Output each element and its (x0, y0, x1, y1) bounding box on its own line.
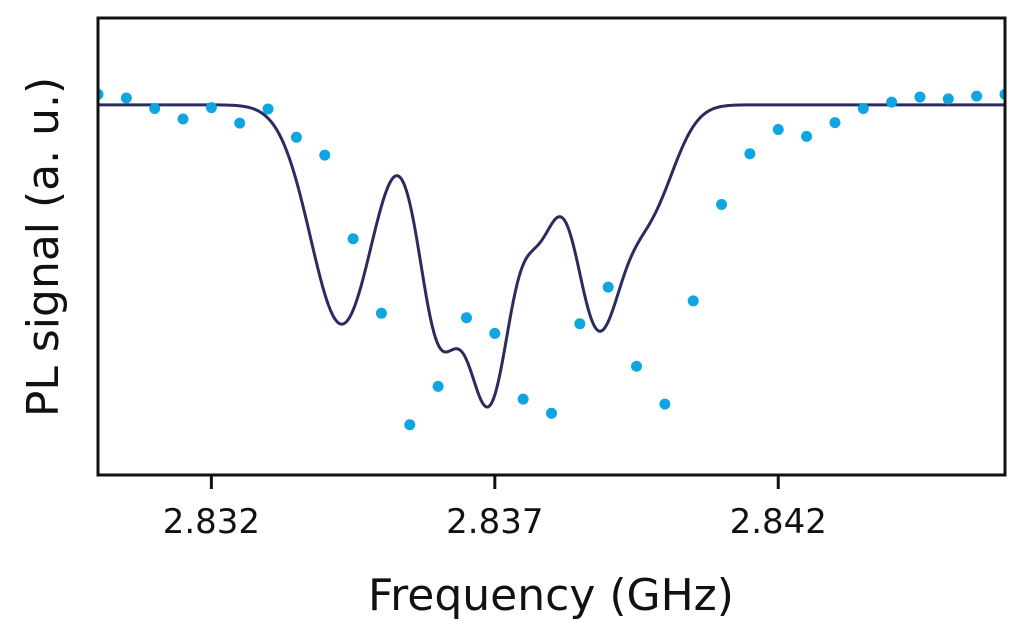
x-axis-ticks: 2.832 2.837 2.842 (163, 475, 827, 542)
data-point (829, 117, 841, 129)
data-points-layer (98, 88, 1005, 431)
data-point (290, 131, 302, 143)
data-point (631, 360, 643, 372)
data-point (744, 148, 756, 160)
data-point (347, 233, 359, 245)
data-point (659, 398, 671, 410)
data-point (772, 124, 784, 136)
data-point (319, 149, 331, 161)
data-point (460, 312, 472, 324)
fit-curve-line (98, 103, 1005, 409)
data-point (432, 380, 444, 392)
data-point (404, 419, 416, 431)
x-tick-label: 2.842 (730, 502, 827, 542)
data-point (262, 103, 274, 115)
data-point (120, 92, 132, 104)
data-point (149, 102, 161, 114)
data-point (914, 91, 926, 103)
data-point (546, 407, 557, 419)
x-axis-label: Frequency (GHz) (368, 570, 734, 621)
data-point (886, 96, 898, 108)
data-point (489, 327, 501, 339)
data-point (574, 318, 586, 330)
data-point (687, 295, 699, 307)
data-point (716, 198, 728, 210)
x-tick-label: 2.837 (446, 502, 543, 542)
data-point (971, 90, 983, 102)
data-point (234, 117, 246, 129)
fit-curve-layer (98, 103, 1005, 409)
data-point (517, 393, 529, 405)
plot-frame (96, 16, 1007, 477)
data-point (857, 102, 869, 114)
data-point (602, 281, 614, 293)
data-point (375, 307, 387, 319)
data-point (177, 113, 189, 125)
data-point (801, 130, 813, 142)
data-point (205, 102, 217, 114)
x-tick-label: 2.832 (163, 502, 260, 542)
y-axis-label: PL signal (a. u.) (18, 77, 69, 417)
data-point (942, 93, 954, 105)
